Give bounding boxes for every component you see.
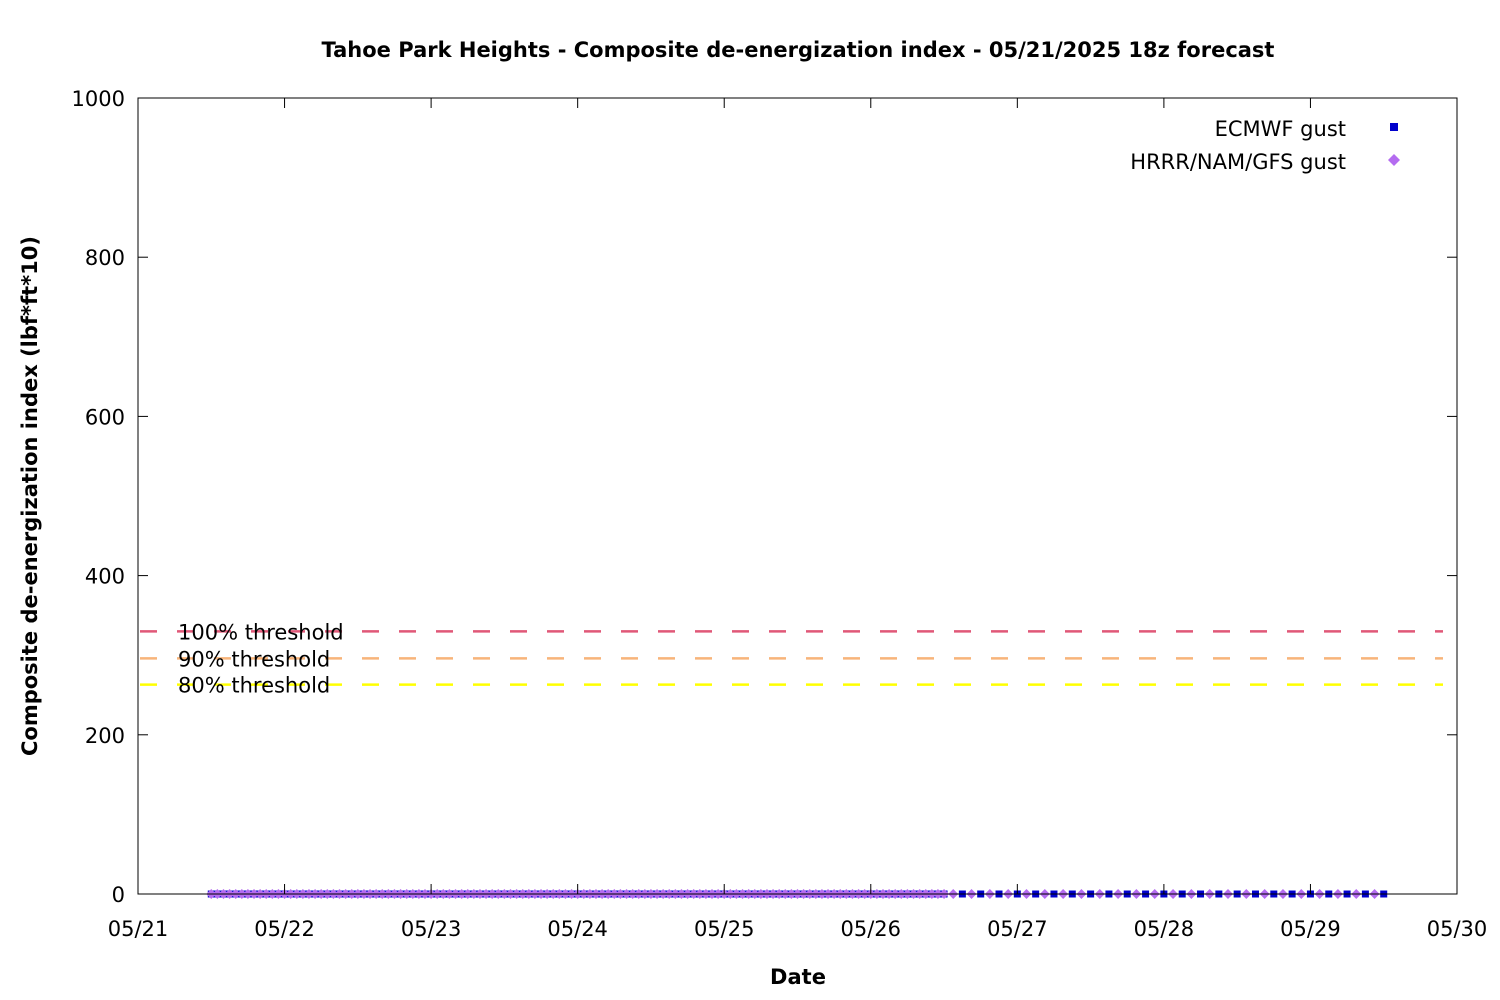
x-tick-label: 05/25 <box>694 917 755 941</box>
x-tick-label: 05/27 <box>987 917 1048 941</box>
y-tick-label: 200 <box>85 724 125 748</box>
y-tick-label: 600 <box>85 405 125 429</box>
y-tick-label: 1000 <box>72 87 125 111</box>
y-tick-label: 0 <box>112 883 125 907</box>
y-axis: 0 200 400 600 800 1000 <box>72 87 1457 907</box>
x-tick-label: 05/26 <box>841 917 902 941</box>
y-tick-label: 800 <box>85 246 125 270</box>
threshold-label: 80% threshold <box>178 674 330 698</box>
x-tick-label: 05/23 <box>401 917 462 941</box>
threshold-label: 90% threshold <box>178 647 330 671</box>
x-axis: 05/21 05/22 05/23 05/24 05/25 05/26 05/27 05/28… <box>108 98 1488 941</box>
plot-frame <box>137 97 1458 895</box>
x-tick-label: 05/24 <box>547 917 608 941</box>
x-axis-label: Date <box>770 965 826 989</box>
legend-marker-hrrr <box>1388 154 1400 166</box>
legend-marker-ecmwf <box>1390 123 1398 131</box>
y-tick-label: 400 <box>85 565 125 589</box>
x-tick-label: 05/22 <box>254 917 315 941</box>
legend: ECMWF gust HRRR/NAM/GFS gust <box>1130 117 1400 174</box>
y-axis-label: Composite de-energization index (lbf*ft*… <box>18 236 42 756</box>
threshold-label: 100% threshold <box>178 620 344 644</box>
x-tick-label: 05/21 <box>108 917 169 941</box>
legend-label-hrrr: HRRR/NAM/GFS gust <box>1130 150 1346 174</box>
threshold-layer: 100% threshold 90% threshold 80% threshold <box>140 620 1443 698</box>
x-tick-label: 05/29 <box>1280 917 1341 941</box>
legend-label-ecmwf: ECMWF gust <box>1215 117 1346 141</box>
chart-title: Tahoe Park Heights - Composite de-energi… <box>322 38 1275 62</box>
x-tick-label: 05/30 <box>1427 917 1488 941</box>
x-tick-label: 05/28 <box>1134 917 1195 941</box>
